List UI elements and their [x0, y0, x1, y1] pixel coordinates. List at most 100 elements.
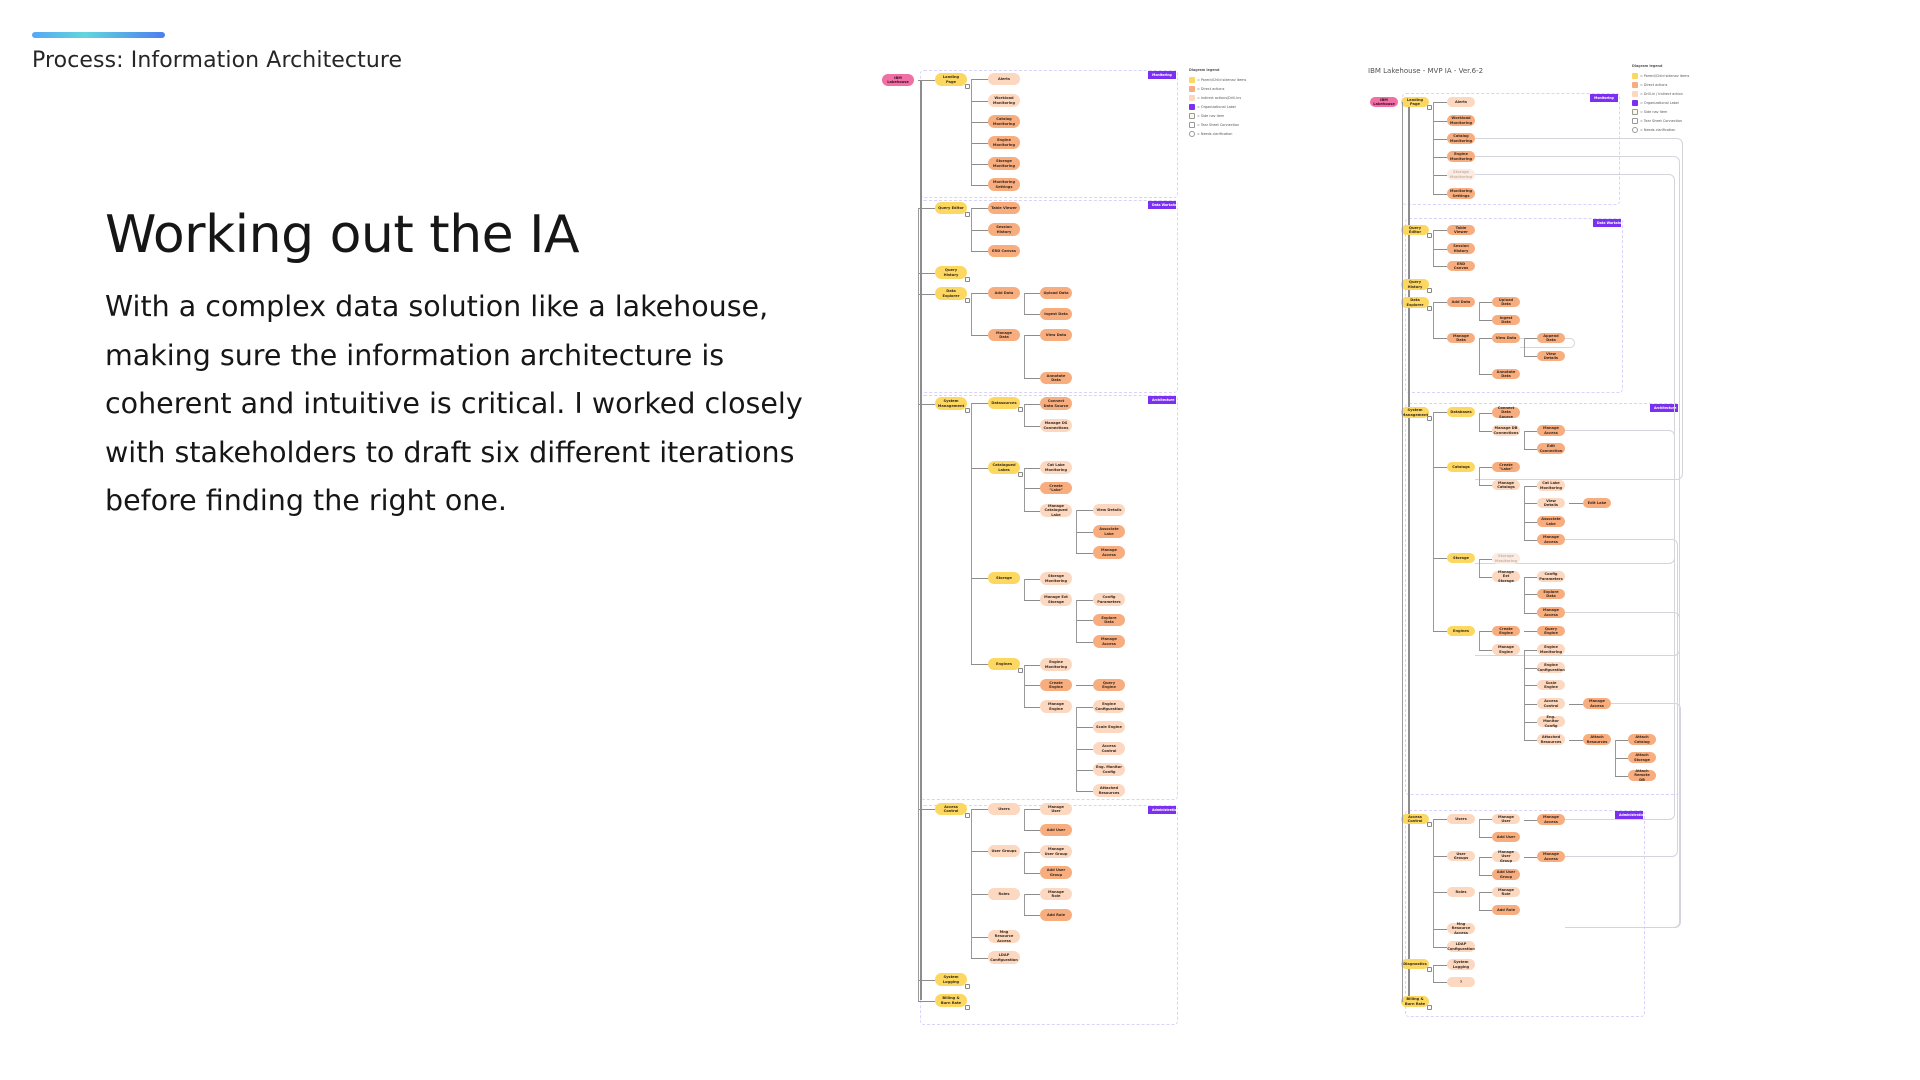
ia-node: Catalogued Lakes	[988, 461, 1023, 477]
connector	[1479, 837, 1492, 839]
connector-vertical	[1024, 851, 1026, 873]
connector-vertical	[1479, 819, 1481, 837]
sidenav-icon	[1427, 306, 1432, 311]
connector	[1433, 964, 1447, 966]
connector-vertical	[1024, 403, 1026, 426]
connector-vertical	[1479, 892, 1481, 910]
clarify-swatch-icon	[1189, 130, 1195, 137]
ia-node: Engine Monitoring	[988, 136, 1020, 149]
connector	[1433, 631, 1447, 633]
connector	[1024, 872, 1040, 874]
connector-vertical	[1479, 412, 1481, 431]
ia-node: Session History	[1447, 243, 1475, 254]
ia-node: Query Engine	[1537, 626, 1565, 636]
connector	[1433, 138, 1447, 140]
body-paragraph: With a complex data solution like a lake…	[105, 290, 803, 517]
connector	[1024, 664, 1040, 666]
ia-node: Workload Monitoring	[988, 94, 1020, 107]
ia-node: Engine Monitoring	[1040, 658, 1072, 671]
connector-vertical	[1524, 649, 1526, 740]
connector	[1479, 649, 1492, 651]
ia-node: Manage Access	[1583, 698, 1611, 709]
ia-node: Diagnostics	[1401, 959, 1432, 972]
connector	[1479, 892, 1492, 894]
connector	[1076, 599, 1093, 601]
connector	[1524, 430, 1537, 432]
connector	[918, 208, 935, 210]
sidenav-icon	[1427, 233, 1432, 238]
connector	[1524, 539, 1537, 541]
connector	[918, 293, 935, 295]
legend-title: Diagram legend	[1189, 68, 1220, 72]
legend-item: = Needs clarification	[1189, 129, 1246, 138]
ia-node: Monitoring Settings	[1447, 188, 1475, 199]
ia-node: Data Explorer	[935, 287, 970, 303]
ia-node: Attach Remote DB	[1628, 769, 1656, 782]
connector-vertical	[1524, 430, 1526, 449]
legend-label: = Side nav item	[1640, 109, 1668, 114]
ia-node: Access Control	[1093, 742, 1125, 755]
ia-node: Explore Data	[1093, 614, 1125, 626]
ia-node: Upload Data	[1492, 297, 1520, 307]
legend-item: = Direct actions	[1632, 80, 1689, 89]
ia-node: Annotate Data	[1492, 369, 1520, 379]
connector	[1024, 293, 1040, 295]
clarify-swatch-icon	[1632, 126, 1638, 133]
ia-node: Manage Ext Storage	[1492, 570, 1520, 583]
legend-item: = Parent/Child sidenav items	[1189, 75, 1246, 84]
ia-node: Engine Monitoring	[1537, 644, 1565, 655]
ia-node: Engine Configuration	[1093, 700, 1125, 713]
parent-swatch-icon	[1632, 72, 1638, 79]
sidenav-icon	[1427, 1005, 1432, 1010]
legend-label: = Organizational Label	[1640, 100, 1679, 105]
sidenav-icon	[1018, 407, 1023, 412]
ia-node: Table Viewer	[1447, 225, 1475, 235]
ia-node: Billing & Burn Rate	[1401, 996, 1432, 1010]
connector	[1024, 706, 1040, 708]
connector	[1524, 721, 1537, 723]
connector	[1569, 703, 1583, 705]
legend-item: = Tear Sheet Connection	[1632, 116, 1689, 125]
ia-node: Create Engine	[1492, 626, 1520, 636]
connector	[1024, 599, 1040, 601]
tear-sheet-connector	[1565, 430, 1675, 820]
sidenav-icon	[965, 212, 970, 217]
ia-node: Engines	[988, 658, 1023, 673]
ia-node: System Logging	[935, 973, 970, 989]
tear-sheet-connector	[1565, 539, 1678, 857]
connector	[1024, 425, 1040, 427]
sidenav-icon	[965, 298, 970, 303]
ia-node: Upload Data	[1040, 287, 1072, 299]
ia-node: Manage Role	[1492, 887, 1520, 897]
connector-vertical	[1076, 599, 1078, 642]
ia-node: Manage Access	[1537, 814, 1565, 825]
ia-node: LDAP Configuration	[1447, 941, 1475, 952]
connector	[1024, 378, 1040, 380]
connector	[1479, 631, 1492, 633]
connector	[1524, 631, 1537, 633]
connector	[1433, 193, 1447, 195]
connector	[1479, 430, 1492, 432]
connector-vertical	[1479, 302, 1481, 320]
ia-node: Manage User Group	[1040, 845, 1072, 858]
ia-node: Alerts	[1447, 97, 1475, 107]
ia-node: Query Editor	[935, 202, 970, 217]
ia-node: Manage Engine	[1492, 644, 1520, 655]
ia-node: Manage Access	[1537, 607, 1565, 618]
ia-node: LDAP Configuration	[988, 951, 1020, 964]
ia-node: Engine Configuration	[1537, 662, 1565, 673]
connector-vertical	[1024, 335, 1026, 378]
connector-vertical	[1479, 338, 1481, 374]
ia-node: Catalog Monitoring	[1447, 133, 1475, 144]
connector	[918, 1000, 935, 1002]
connector	[1076, 706, 1093, 708]
connector	[918, 272, 935, 274]
connector	[1524, 338, 1537, 340]
connector-vertical	[971, 293, 973, 335]
ia-node: Workload Monitoring	[1447, 115, 1475, 126]
connector	[971, 335, 988, 337]
connector	[1076, 620, 1093, 622]
ia-node: Ingest Data	[1492, 315, 1520, 325]
connector	[1433, 856, 1447, 858]
ia-node: View Details	[1537, 498, 1565, 508]
